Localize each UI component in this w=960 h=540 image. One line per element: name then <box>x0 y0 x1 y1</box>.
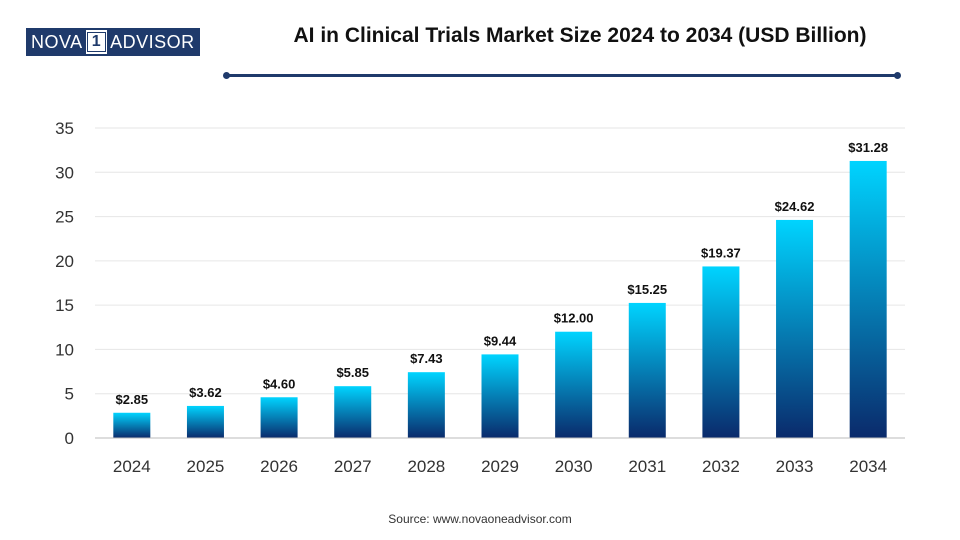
data-label-2025: $3.62 <box>189 385 222 400</box>
x-tick-label-2028: 2028 <box>407 457 445 476</box>
x-tick-label-2024: 2024 <box>113 457 151 476</box>
bar-2027 <box>334 386 372 438</box>
x-tick-label-2027: 2027 <box>334 457 372 476</box>
x-tick-label-2032: 2032 <box>702 457 740 476</box>
bar-2031 <box>628 302 666 438</box>
bar-2033 <box>776 219 814 438</box>
logo-text-mid: 1 <box>86 32 107 52</box>
title-divider <box>223 72 901 79</box>
logo-text-left: NOVA <box>28 30 86 54</box>
bar-2026 <box>260 397 298 438</box>
source-note: Source: www.novaoneadvisor.com <box>388 512 572 526</box>
data-label-2029: $9.44 <box>484 333 517 348</box>
chart-title: AI in Clinical Trials Market Size 2024 t… <box>293 24 867 47</box>
y-tick-label: 30 <box>55 163 74 182</box>
bar-2030 <box>555 331 593 438</box>
y-tick-label: 25 <box>55 208 74 227</box>
bar-2024 <box>113 412 151 438</box>
x-tick-label-2026: 2026 <box>260 457 298 476</box>
bars <box>113 160 887 438</box>
bar-2028 <box>407 372 445 438</box>
bar-2034 <box>849 160 887 438</box>
data-labels: $2.85 $3.62 $4.60 $5.85 $7.43 $9.44 $12.00 $15.… <box>116 140 889 407</box>
x-tick-label-2029: 2029 <box>481 457 519 476</box>
x-tick-label-2025: 2025 <box>187 457 225 476</box>
x-tick-label-2030: 2030 <box>555 457 593 476</box>
data-label-2032: $19.37 <box>701 245 741 260</box>
data-label-2034: $31.28 <box>848 140 888 155</box>
data-label-2026: $4.60 <box>263 376 296 391</box>
x-tick-label-2034: 2034 <box>849 457 887 476</box>
x-axis-ticks: 2024 2025 2026 2027 2028 2029 2030 2031 2032 2033… <box>113 457 887 476</box>
data-label-2033: $24.62 <box>775 199 815 214</box>
bar-2029 <box>481 354 519 438</box>
y-tick-label: 35 <box>55 119 74 138</box>
data-label-2030: $12.00 <box>554 311 594 326</box>
data-label-2028: $7.43 <box>410 351 443 366</box>
y-tick-label: 0 <box>65 429 74 448</box>
novaadvisor-logo: NOVA 1 ADVISOR <box>26 28 200 56</box>
x-tick-label-2033: 2033 <box>776 457 814 476</box>
bar-2032 <box>702 266 740 438</box>
y-axis-ticks: 0 5 10 15 20 25 30 35 <box>55 119 74 448</box>
data-label-2027: $5.85 <box>336 365 369 380</box>
y-tick-label: 10 <box>55 340 74 359</box>
y-tick-label: 20 <box>55 252 74 271</box>
data-label-2031: $15.25 <box>627 282 667 297</box>
grid-lines <box>95 127 905 395</box>
logo-text-right: ADVISOR <box>107 30 198 54</box>
bar-2025 <box>186 405 224 438</box>
data-label-2024: $2.85 <box>116 392 149 407</box>
x-tick-label-2031: 2031 <box>628 457 666 476</box>
y-tick-label: 5 <box>65 385 74 404</box>
y-tick-label: 15 <box>55 296 74 315</box>
